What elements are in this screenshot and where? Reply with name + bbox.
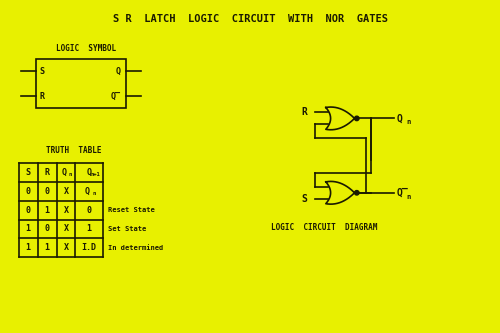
Text: LOGIC  CIRCUIT  DIAGRAM: LOGIC CIRCUIT DIAGRAM	[272, 223, 378, 232]
Text: 1: 1	[44, 206, 50, 215]
Text: Set State: Set State	[108, 226, 146, 232]
Text: 1: 1	[44, 243, 50, 252]
Text: Reset State: Reset State	[108, 207, 154, 213]
Text: 0: 0	[26, 187, 30, 196]
Text: R: R	[302, 108, 308, 118]
Text: 0: 0	[44, 224, 50, 233]
Text: S: S	[26, 168, 30, 177]
Text: 1: 1	[86, 224, 92, 233]
Text: Q: Q	[116, 67, 120, 76]
Text: X: X	[64, 187, 68, 196]
Text: I.D: I.D	[82, 243, 96, 252]
Circle shape	[354, 190, 359, 195]
Circle shape	[354, 116, 359, 121]
Text: Q̅: Q̅	[396, 188, 408, 198]
Text: n: n	[92, 191, 96, 196]
Text: S: S	[40, 67, 44, 76]
Text: Q: Q	[84, 187, 89, 196]
Text: Q: Q	[86, 168, 92, 177]
Text: n: n	[406, 194, 410, 200]
Text: X: X	[64, 224, 68, 233]
Text: TRUTH  TABLE: TRUTH TABLE	[46, 146, 102, 155]
Bar	[36, 59, 126, 109]
Text: In determined: In determined	[108, 245, 163, 251]
Text: Q: Q	[396, 114, 402, 124]
Text: 1: 1	[26, 224, 30, 233]
Text: n: n	[68, 172, 71, 177]
Text: Q̅: Q̅	[110, 92, 120, 101]
Text: n+1: n+1	[90, 172, 100, 177]
Text: S R  LATCH  LOGIC  CIRCUIT  WITH  NOR  GATES: S R LATCH LOGIC CIRCUIT WITH NOR GATES	[112, 14, 388, 24]
Text: LOGIC  SYMBOL: LOGIC SYMBOL	[56, 45, 116, 54]
Text: R: R	[44, 168, 50, 177]
Text: S: S	[302, 194, 308, 204]
Text: Q: Q	[62, 168, 66, 177]
Text: 1: 1	[26, 243, 30, 252]
Text: n: n	[406, 119, 410, 125]
Text: 0: 0	[86, 206, 92, 215]
Text: X: X	[64, 243, 68, 252]
Text: 0: 0	[44, 187, 50, 196]
Text: X: X	[64, 206, 68, 215]
Text: R: R	[40, 92, 44, 101]
Text: 0: 0	[26, 206, 30, 215]
